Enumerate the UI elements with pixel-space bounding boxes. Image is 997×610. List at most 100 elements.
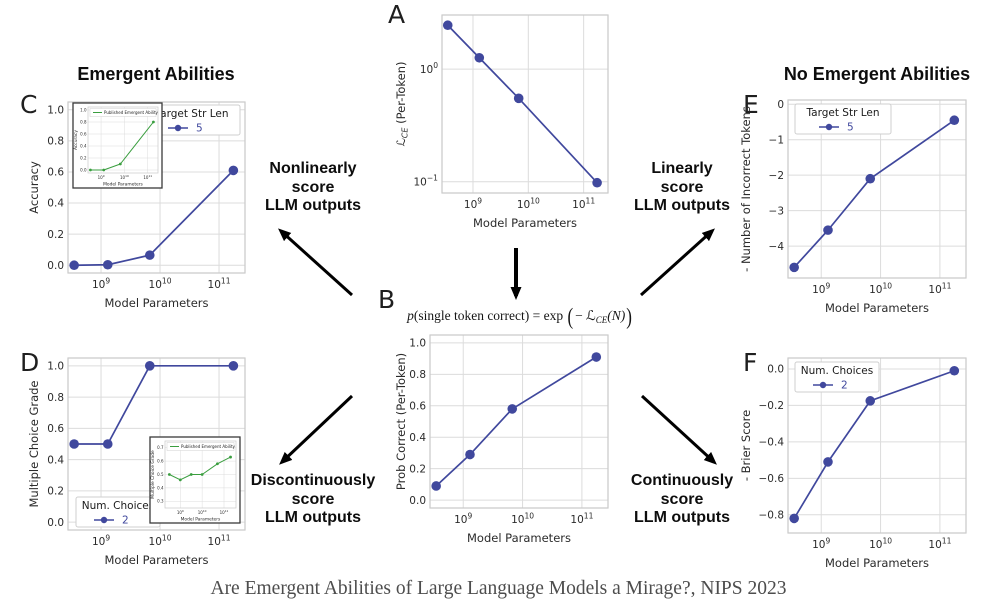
svg-text:109: 109 <box>812 536 830 551</box>
chart-a-loss-curve: 109 1010 1011 100 10−1 Model Parameters ℒCE (P… <box>393 8 615 240</box>
svg-text:Model Parameters: Model Parameters <box>473 216 577 230</box>
figure-caption: Are Emergent Abilities of Large Language… <box>210 578 787 599</box>
arrow-to-discontinuous <box>279 394 354 465</box>
svg-text:109: 109 <box>812 281 830 296</box>
svg-text:0.2: 0.2 <box>80 155 87 160</box>
chart-svg-a: 109 1010 1011 100 10−1 Model Parameters ℒCE (P… <box>394 14 609 230</box>
svg-text:1.0: 1.0 <box>47 104 64 116</box>
svg-text:10−1: 10−1 <box>413 174 438 189</box>
svg-text:0.8: 0.8 <box>80 119 87 124</box>
svg-text:1011: 1011 <box>572 196 595 211</box>
panel-label-e: E <box>743 90 759 119</box>
equation-mid: (single token correct) = exp <box>413 308 564 323</box>
svg-text:1.0: 1.0 <box>409 338 426 350</box>
svg-text:1010: 1010 <box>149 276 172 291</box>
svg-text:Num. Choices: Num. Choices <box>801 365 873 377</box>
equation-loss-symbol: ℒ <box>586 308 596 323</box>
equation-subscript: CE <box>595 315 608 325</box>
chart-svg-e: 109 1010 1011 0 −1 −2 −3 −4 Model Parameters - Nu… <box>739 99 967 315</box>
svg-text:Model Parameters: Model Parameters <box>825 301 929 315</box>
svg-text:−0.6: −0.6 <box>759 473 785 485</box>
svg-text:Accuracy: Accuracy <box>27 161 41 214</box>
svg-text:−0.8: −0.8 <box>759 509 785 521</box>
svg-text:109: 109 <box>177 509 184 515</box>
svg-text:Num. Choices: Num. Choices <box>82 500 154 512</box>
svg-text:1010: 1010 <box>511 511 534 526</box>
equation: p(single token correct) = exp (− ℒCE(N)) <box>395 304 645 330</box>
svg-text:0.0: 0.0 <box>409 495 426 507</box>
svg-text:0.8: 0.8 <box>47 136 64 148</box>
svg-text:1011: 1011 <box>570 511 593 526</box>
svg-text:0.3: 0.3 <box>157 499 164 504</box>
svg-text:Model Parameters: Model Parameters <box>104 296 208 310</box>
svg-text:1011: 1011 <box>928 536 951 551</box>
annotation-linearly: Linearly score LLM outputs <box>634 160 730 215</box>
annotation-continuously: Continuously score LLM outputs <box>630 472 734 527</box>
svg-text:Published Emergent Ability: Published Emergent Ability <box>104 110 159 115</box>
svg-text:1010: 1010 <box>120 174 129 180</box>
svg-text:1010: 1010 <box>869 536 892 551</box>
svg-text:1011: 1011 <box>928 281 951 296</box>
svg-text:0.6: 0.6 <box>157 459 164 464</box>
svg-text:2: 2 <box>122 515 129 527</box>
right-column-title: No Emergent Abilities <box>783 64 971 84</box>
svg-text:−1: −1 <box>769 134 784 146</box>
svg-text:1010: 1010 <box>149 533 172 548</box>
chart-c-accuracy: 109 1010 1011 0.0 0.2 0.4 0.6 0.8 1.0 Model Param… <box>26 95 255 320</box>
svg-text:0.6: 0.6 <box>80 131 87 136</box>
svg-text:1010: 1010 <box>517 196 540 211</box>
svg-text:0: 0 <box>777 99 784 111</box>
svg-text:Published Emergent Ability: Published Emergent Ability <box>181 444 236 449</box>
svg-text:0.0: 0.0 <box>47 517 64 529</box>
svg-text:109: 109 <box>464 196 482 211</box>
svg-text:0.4: 0.4 <box>157 485 164 490</box>
svg-text:Model Parameters: Model Parameters <box>104 553 208 567</box>
svg-text:0.0: 0.0 <box>767 364 784 376</box>
arrow-to-nonlinear <box>278 228 354 297</box>
svg-text:−3: −3 <box>769 205 784 217</box>
equation-arg: (N) <box>607 308 626 323</box>
svg-text:Multiple Choice Grade: Multiple Choice Grade <box>27 381 41 508</box>
svg-text:109: 109 <box>454 511 472 526</box>
svg-text:Multiple Choice Grade: Multiple Choice Grade <box>150 450 156 499</box>
chart-d-multiple-choice-grade: 109 1010 1011 0.0 0.2 0.4 0.6 0.8 1.0 Model Param… <box>26 351 255 577</box>
left-column-title: Emergent Abilities <box>77 64 235 84</box>
chart-svg-c: 109 1010 1011 0.0 0.2 0.4 0.6 0.8 1.0 Model Param… <box>27 101 246 310</box>
chart-e-incorrect-tokens: 109 1010 1011 0 −1 −2 −3 −4 Model Parameters - Nu… <box>738 93 976 325</box>
svg-text:−4: −4 <box>769 241 785 253</box>
chart-b-prob-correct: 109 1010 1011 0.0 0.2 0.4 0.6 0.8 1.0 Model Param… <box>393 328 615 555</box>
svg-text:−0.2: −0.2 <box>759 400 785 412</box>
svg-text:0.2: 0.2 <box>409 463 426 475</box>
svg-text:1011: 1011 <box>208 276 231 291</box>
svg-text:0.8: 0.8 <box>409 369 426 381</box>
svg-text:1.0: 1.0 <box>47 360 64 372</box>
svg-text:0.7: 0.7 <box>157 445 164 450</box>
annotation-discontinuously: Discontinuously score LLM outputs <box>250 472 376 527</box>
svg-text:0.4: 0.4 <box>47 198 64 210</box>
svg-text:0.6: 0.6 <box>47 167 64 179</box>
arrow-to-linear <box>639 228 715 297</box>
svg-text:ℒCE (Per-Token): ℒCE (Per-Token) <box>394 61 410 146</box>
panel-label-d: D <box>20 348 40 377</box>
svg-text:- Brier Score: - Brier Score <box>739 410 753 481</box>
arrow-to-continuous <box>640 394 717 465</box>
panel-label-b: B <box>378 285 396 314</box>
svg-text:109: 109 <box>98 174 105 180</box>
equation-neg: − <box>574 308 586 323</box>
svg-text:0.6: 0.6 <box>409 400 426 412</box>
svg-text:1010: 1010 <box>869 281 892 296</box>
svg-text:Target Str Len: Target Str Len <box>154 108 228 120</box>
svg-text:5: 5 <box>196 123 203 135</box>
svg-text:- Number of Incorrect Tokens: - Number of Incorrect Tokens <box>739 106 753 272</box>
svg-text:1011: 1011 <box>143 174 152 180</box>
panel-label-f: F <box>743 348 758 377</box>
svg-text:0.2: 0.2 <box>47 229 64 241</box>
chart-svg-d: 109 1010 1011 0.0 0.2 0.4 0.6 0.8 1.0 Model Param… <box>27 357 246 567</box>
annotation-nonlinearly: Nonlinearly score LLM outputs <box>265 160 361 215</box>
svg-text:109: 109 <box>92 533 110 548</box>
svg-text:0.5: 0.5 <box>157 472 164 477</box>
svg-text:1010: 1010 <box>198 509 207 515</box>
equation-open-paren: ( <box>567 303 574 330</box>
svg-text:1011: 1011 <box>208 533 231 548</box>
